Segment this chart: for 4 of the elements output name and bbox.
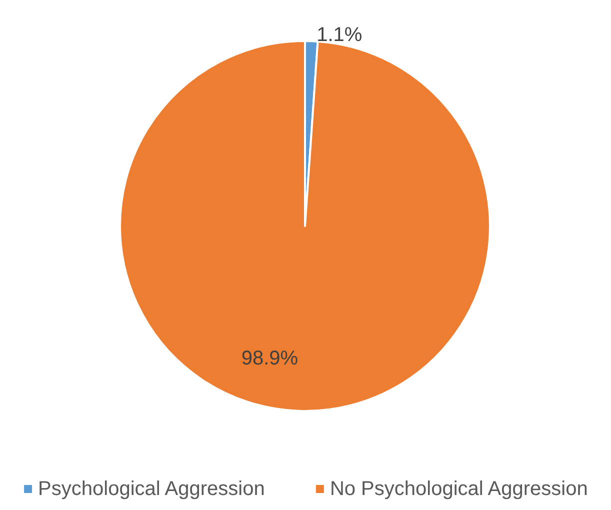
legend-label: No Psychological Aggression [330,478,588,500]
data-label: 98.9% [241,347,298,370]
data-label: 1.1% [316,24,362,46]
legend-label: Psychological Aggression [38,478,265,500]
